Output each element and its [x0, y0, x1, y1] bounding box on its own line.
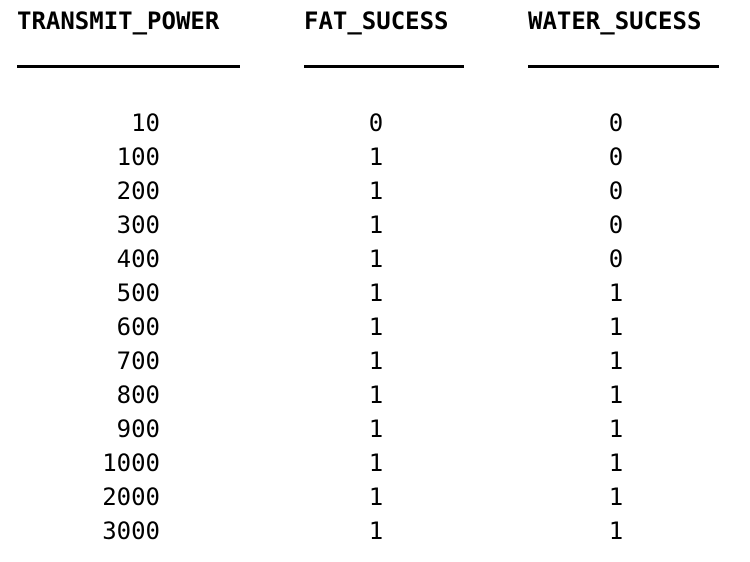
water-sucess-cell: 0 — [608, 211, 624, 239]
fat-sucess-cell: 1 — [368, 313, 384, 341]
transmit-power-cell: 1000 — [102, 449, 160, 477]
fat-sucess-cell: 1 — [368, 245, 384, 273]
water-sucess-cell: 0 — [608, 143, 624, 171]
fat-sucess-cell: 1 — [368, 347, 384, 375]
transmit-power-cell: 300 — [116, 211, 160, 239]
fat-sucess-cell: 1 — [368, 483, 384, 511]
header-underline-water-sucess — [528, 65, 719, 68]
transmit-power-cell: 800 — [116, 381, 160, 409]
water-sucess-cell: 0 — [608, 177, 624, 205]
transmit-power-cell: 2000 — [102, 483, 160, 511]
transmit-power-cell: 700 — [116, 347, 160, 375]
transmit-power-cell: 500 — [116, 279, 160, 307]
transmit-power-cell: 400 — [116, 245, 160, 273]
fat-sucess-cell: 1 — [368, 449, 384, 477]
fat-sucess-cell: 1 — [368, 415, 384, 443]
water-sucess-cell: 1 — [608, 381, 624, 409]
header-underline-fat-sucess — [304, 65, 464, 68]
header-underline-transmit-power — [17, 65, 240, 68]
header-fat-sucess: FAT_SUCESS — [304, 7, 449, 35]
fat-sucess-cell: 1 — [368, 381, 384, 409]
water-sucess-cell: 1 — [608, 449, 624, 477]
fat-sucess-cell: 1 — [368, 517, 384, 545]
water-sucess-cell: 0 — [608, 109, 624, 137]
transmit-power-cell: 900 — [116, 415, 160, 443]
fat-sucess-cell: 0 — [368, 109, 384, 137]
header-transmit-power: TRANSMIT_POWER — [17, 7, 220, 35]
water-sucess-cell: 1 — [608, 279, 624, 307]
fat-sucess-cell: 1 — [368, 279, 384, 307]
transmit-power-cell: 100 — [116, 143, 160, 171]
fat-sucess-cell: 1 — [368, 143, 384, 171]
transmit-power-cell: 10 — [131, 109, 160, 137]
transmit-power-cell: 200 — [116, 177, 160, 205]
fat-sucess-cell: 1 — [368, 177, 384, 205]
water-sucess-cell: 0 — [608, 245, 624, 273]
water-sucess-cell: 1 — [608, 415, 624, 443]
water-sucess-cell: 1 — [608, 313, 624, 341]
water-sucess-cell: 1 — [608, 483, 624, 511]
header-water-sucess: WATER_SUCESS — [528, 7, 702, 35]
water-sucess-cell: 1 — [608, 347, 624, 375]
transmit-power-cell: 3000 — [102, 517, 160, 545]
water-sucess-cell: 1 — [608, 517, 624, 545]
transmit-power-cell: 600 — [116, 313, 160, 341]
fat-sucess-cell: 1 — [368, 211, 384, 239]
